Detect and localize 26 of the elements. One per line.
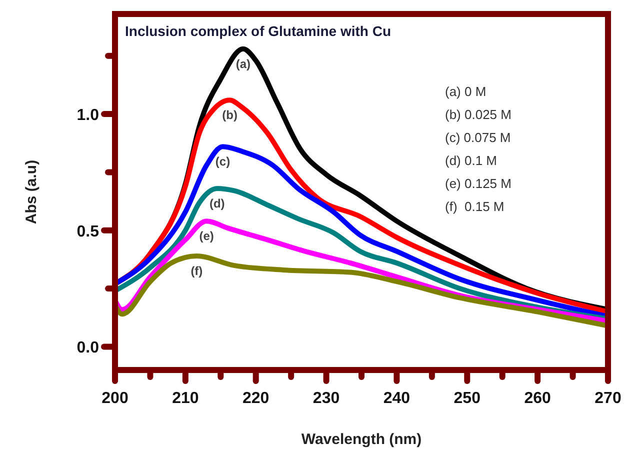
series-label: (f)	[190, 264, 203, 278]
series-label: (e)	[199, 229, 214, 244]
x-tick-label: 230	[312, 390, 340, 407]
series-label: (b)	[222, 108, 238, 122]
x-tick-label: 260	[524, 390, 552, 407]
annotation: (e) 0.125 M	[445, 176, 512, 191]
text: Inclusion complex of Glutamine with Cu	[125, 23, 392, 39]
y-tick-label: 0.0	[76, 340, 100, 357]
y-tick-label: 1.0	[76, 107, 100, 124]
annotation: (d) 0.1 M	[445, 153, 498, 168]
x-tick-label: 240	[383, 390, 410, 407]
series-label: (c)	[215, 154, 230, 169]
annotation: (b) 0.025 M	[445, 107, 512, 122]
x-tick-label: 200	[102, 390, 128, 407]
annotation: (c) 0.075 M	[445, 130, 511, 145]
x-axis-title: Wavelength (nm)	[301, 431, 422, 448]
y-axis-title: Abs (a.u)	[23, 160, 40, 224]
x-tick-label: 220	[242, 390, 270, 407]
x-tick-label: 210	[172, 390, 199, 407]
annotation: (a) 0 M	[445, 84, 486, 99]
series-label: (d)	[209, 196, 225, 211]
annotation: (f) 0.15 M	[445, 199, 504, 214]
y-tick-label: 0.5	[76, 223, 100, 240]
series-label: (a)	[236, 56, 251, 71]
x-tick-label: 250	[454, 390, 481, 407]
x-tick-label: 270	[594, 390, 622, 407]
